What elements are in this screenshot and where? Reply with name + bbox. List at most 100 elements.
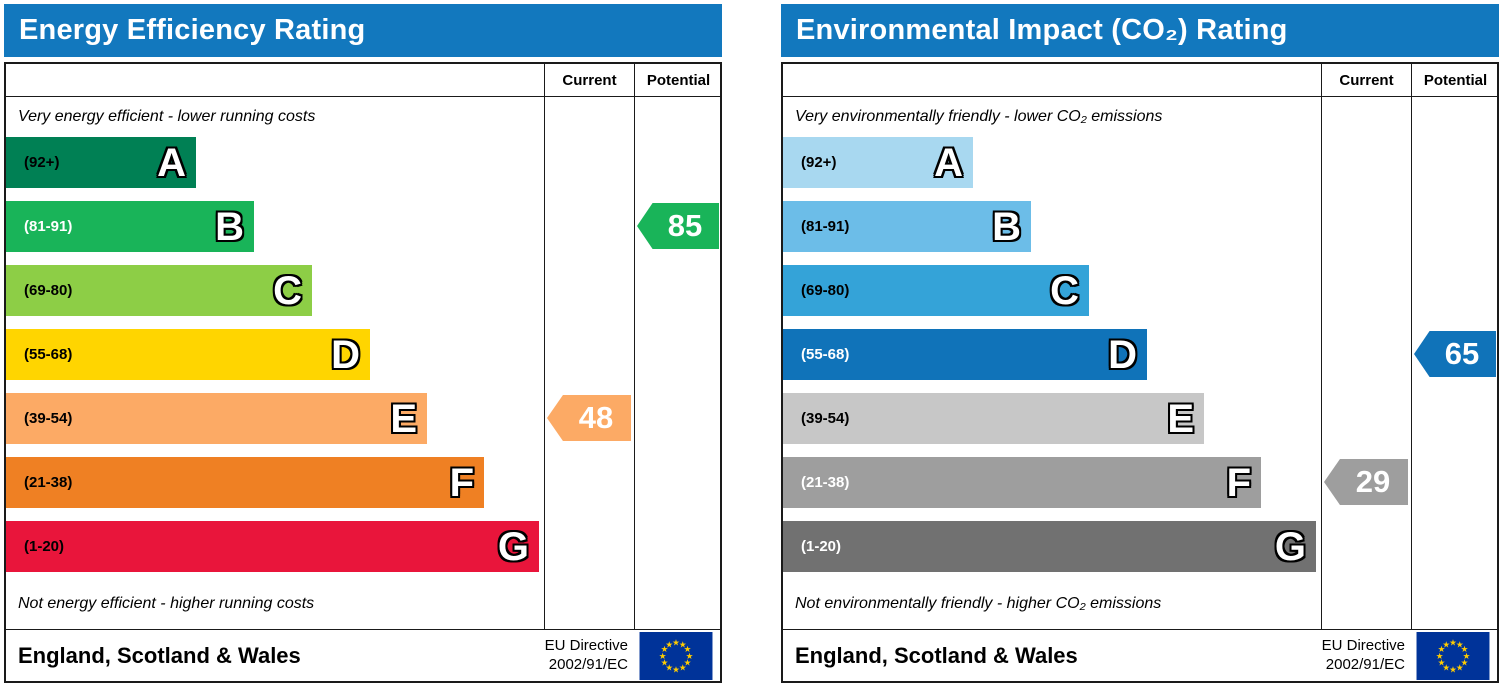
band-range-label: (39-54)	[801, 410, 850, 427]
band-letter: G	[497, 524, 529, 569]
eu-flag-icon: ★★★ ★★★ ★★★ ★★★	[639, 631, 713, 680]
potential-rating-value: 65	[1444, 336, 1480, 371]
band-letter: D	[331, 332, 360, 377]
top-caption: Very environmentally friendly - lower CO…	[795, 108, 1163, 125]
region-label: England, Scotland & Wales	[18, 642, 301, 668]
svg-text:★: ★	[661, 658, 669, 668]
band-letter: C	[273, 268, 302, 313]
svg-text:★: ★	[672, 638, 680, 648]
band-row-b: (81-91) B	[6, 201, 254, 252]
top-caption: Very energy efficient - lower running co…	[18, 108, 316, 125]
potential-column: 85	[634, 97, 722, 629]
band-row-d: (55-68) D	[783, 329, 1147, 380]
svg-text:★: ★	[659, 651, 667, 661]
svg-text:★: ★	[665, 640, 673, 650]
current-rating-value: 48	[578, 400, 614, 435]
band-row-a: (92+) A	[783, 137, 973, 188]
band-range-label: (39-54)	[24, 410, 73, 427]
corner-cell	[6, 64, 544, 97]
svg-text:★: ★	[1436, 651, 1444, 661]
current-column-header: Current	[544, 64, 634, 97]
svg-text:★: ★	[1442, 663, 1450, 673]
band-row-a: (92+) A	[6, 137, 196, 188]
current-rating-arrow: 29	[1324, 459, 1408, 505]
potential-column-header: Potential	[634, 64, 722, 97]
eu-flag-field	[639, 631, 713, 680]
band-letter: F	[1226, 460, 1251, 505]
svg-text:★: ★	[1456, 640, 1464, 650]
energy-rating-table: Current Potential Very energy efficient …	[4, 62, 722, 683]
environmental-rating-table: Current Potential Very environmentally f…	[781, 62, 1499, 683]
svg-text:★: ★	[684, 658, 692, 668]
band-row-g: (1-20) G	[6, 521, 539, 572]
svg-text:★: ★	[684, 645, 692, 655]
band-range-label: (81-91)	[801, 218, 850, 235]
band-letter: E	[390, 396, 417, 441]
eu-directive-label: EU Directive 2002/91/EC	[1322, 637, 1405, 675]
corner-cell	[783, 64, 1321, 97]
svg-text:★: ★	[679, 640, 687, 650]
eu-directive-line1: EU Directive	[544, 636, 628, 654]
band-range-label: (92+)	[801, 154, 837, 171]
svg-text:★: ★	[1438, 645, 1446, 655]
band-letter: E	[1167, 396, 1194, 441]
current-column: 48	[544, 97, 634, 629]
eu-directive-label: EU Directive 2002/91/EC	[545, 637, 628, 675]
svg-text:★: ★	[661, 645, 669, 655]
current-column-header: Current	[1321, 64, 1411, 97]
svg-text:★: ★	[1438, 658, 1446, 668]
potential-rating-arrow: 85	[637, 203, 719, 249]
band-letter: C	[1050, 268, 1079, 313]
band-letter: D	[1108, 332, 1137, 377]
band-row-e: (39-54) E	[6, 393, 427, 444]
energy-efficiency-panel: Energy Efficiency Rating Current Potenti…	[4, 4, 722, 683]
current-rating-value: 29	[1355, 464, 1391, 499]
panel-footer: England, Scotland & Wales EU Directive 2…	[6, 629, 720, 681]
band-letter: F	[449, 460, 474, 505]
band-letter: G	[1274, 524, 1306, 569]
potential-rating-arrow: 65	[1414, 331, 1496, 377]
band-range-label: (92+)	[24, 154, 60, 171]
potential-rating-value: 85	[667, 208, 703, 243]
svg-text:★: ★	[1461, 658, 1469, 668]
svg-text:★: ★	[672, 665, 680, 675]
environmental-impact-panel: Environmental Impact (CO₂) Rating Curren…	[781, 4, 1499, 683]
energy-band-chart: Very energy efficient - lower running co…	[6, 97, 544, 629]
band-letter: B	[992, 204, 1021, 249]
band-range-label: (55-68)	[24, 346, 73, 363]
current-column: 29	[1321, 97, 1411, 629]
svg-text:★: ★	[686, 651, 694, 661]
band-range-label: (21-38)	[801, 474, 850, 491]
potential-column: 65	[1411, 97, 1499, 629]
band-range-label: (1-20)	[24, 538, 65, 555]
band-letter: A	[157, 140, 186, 185]
band-range-label: (21-38)	[24, 474, 73, 491]
eu-directive-line1: EU Directive	[1321, 636, 1405, 654]
band-row-f: (21-38) F	[6, 457, 484, 508]
current-rating-arrow: 48	[547, 395, 631, 441]
eu-flag-field	[1416, 631, 1490, 680]
svg-text:★: ★	[679, 663, 687, 673]
bottom-caption: Not environmentally friendly - higher CO…	[795, 595, 1162, 612]
potential-column-header: Potential	[1411, 64, 1499, 97]
band-letter: B	[215, 204, 244, 249]
svg-text:★: ★	[1449, 638, 1457, 648]
svg-text:★: ★	[665, 663, 673, 673]
svg-text:★: ★	[1442, 640, 1450, 650]
svg-text:★: ★	[1461, 645, 1469, 655]
band-row-c: (69-80) C	[783, 265, 1089, 316]
eu-flag-stars: ★★★ ★★★ ★★★ ★★★	[659, 638, 694, 675]
region-label: England, Scotland & Wales	[795, 642, 1078, 668]
band-range-label: (69-80)	[801, 282, 850, 299]
eu-directive-line2: 2002/91/EC	[1325, 655, 1405, 673]
band-range-label: (55-68)	[801, 346, 850, 363]
band-row-b: (81-91) B	[783, 201, 1031, 252]
eu-flag-stars: ★★★ ★★★ ★★★ ★★★	[1436, 638, 1471, 675]
band-letter: A	[934, 140, 963, 185]
environmental-band-chart: Very environmentally friendly - lower CO…	[783, 97, 1321, 629]
panel-footer: England, Scotland & Wales EU Directive 2…	[783, 629, 1497, 681]
eu-directive-line2: 2002/91/EC	[548, 655, 628, 673]
energy-panel-title: Energy Efficiency Rating	[4, 4, 722, 57]
band-row-c: (69-80) C	[6, 265, 312, 316]
